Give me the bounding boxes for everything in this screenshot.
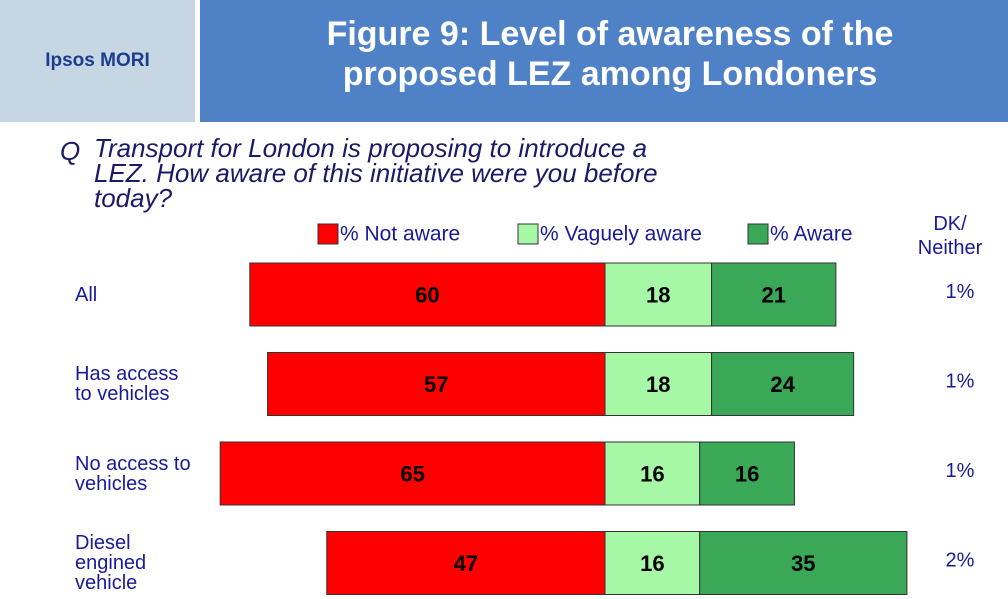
- bar-segment: [249, 262, 606, 327]
- bar-segment: [326, 531, 606, 595]
- bar-segment: [711, 262, 837, 327]
- dk-label: 1%: [946, 460, 975, 482]
- category-label: No access to vehicles: [75, 452, 191, 495]
- bar-segment: [604, 441, 701, 506]
- dk-label: 1%: [946, 281, 975, 303]
- bar-segment: [711, 352, 855, 416]
- value-label: 60: [415, 282, 439, 307]
- category-label: All: [75, 283, 98, 306]
- legend-swatch: [517, 223, 539, 245]
- value-label: 16: [640, 461, 664, 486]
- title-box: [200, 0, 1008, 122]
- bar-segment: [604, 262, 713, 327]
- bar-segment: [219, 441, 606, 506]
- value-label: 21: [761, 282, 785, 307]
- legend-label: % Not aware: [340, 223, 460, 246]
- bar-segment: [699, 441, 795, 506]
- logo-box: [0, 0, 195, 122]
- question-label: Q: [60, 136, 81, 166]
- value-label: 57: [424, 372, 448, 397]
- bar-segment: [604, 352, 713, 416]
- value-label: 24: [770, 372, 795, 397]
- legend-swatch: [317, 223, 339, 245]
- bar-segment: [267, 352, 606, 416]
- logo: Ipsos MORI: [45, 50, 150, 71]
- category-label: Diesel engined vehicle: [75, 532, 147, 594]
- chart-title: Figure 9: Level of awareness of the prop…: [326, 15, 894, 93]
- dk-label: 1%: [946, 370, 975, 392]
- dk-label: 2%: [946, 549, 975, 571]
- value-label: 65: [400, 461, 424, 486]
- value-label: 18: [646, 282, 670, 307]
- legend-label: % Aware: [770, 223, 853, 246]
- question: Transport for London is proposing to int…: [94, 133, 658, 213]
- legend-label: % Vaguely aware: [540, 223, 702, 246]
- value-label: 47: [454, 551, 478, 576]
- value-label: 16: [640, 551, 664, 576]
- dk-header: DK/ Neither: [917, 213, 983, 259]
- legend-swatch: [747, 223, 769, 245]
- category-label: Has access to vehicles: [75, 363, 179, 405]
- value-label: 18: [646, 372, 670, 397]
- value-label: 16: [735, 461, 759, 486]
- value-label: 35: [791, 551, 815, 576]
- bar-segment: [699, 531, 908, 595]
